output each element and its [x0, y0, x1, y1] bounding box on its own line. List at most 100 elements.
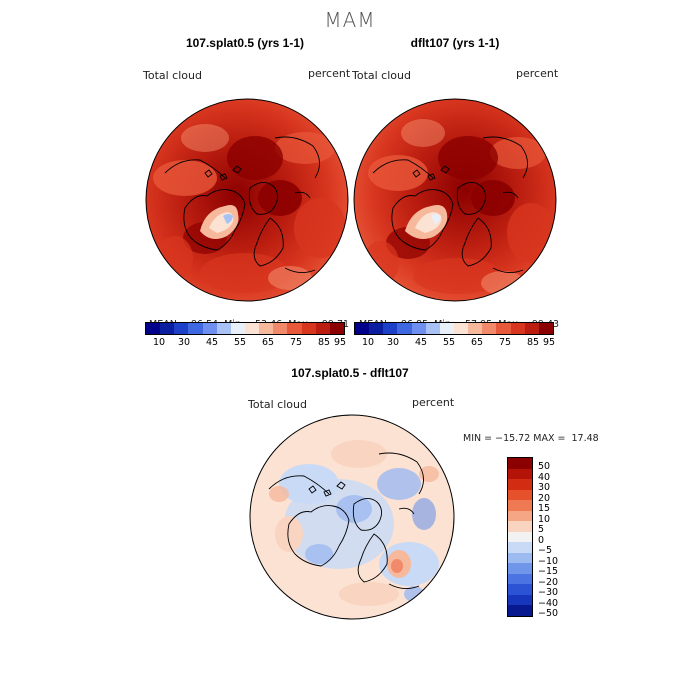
- diff-panel-colorbar-swatch: [508, 531, 532, 542]
- panel-1-colorbar-swatch: [301, 323, 316, 334]
- panel-1-colorbar-swatch: [244, 323, 260, 334]
- panel-2-colorbar-swatch: [425, 323, 440, 334]
- diff-panel-colorbar-swatch: [508, 458, 532, 469]
- diff-panel-colorbar-swatch: [508, 500, 532, 511]
- panel-2-colorbar-swatch: [510, 323, 525, 334]
- diff-panel-colorbar-tick: 20: [538, 492, 551, 504]
- diff-panel-colorbar-swatch: [508, 489, 532, 500]
- panel-1-map-boundary: [145, 98, 349, 302]
- panel-2-tick: 85: [527, 337, 540, 348]
- diff-panel-colorbar-swatch: [508, 563, 532, 574]
- diff-panel-colorbar-tick: −20: [538, 576, 559, 588]
- panel-1-tick: 45: [206, 337, 219, 348]
- panel-1-tick: 30: [178, 337, 191, 348]
- diff-panel-map-boundary: [249, 414, 455, 620]
- panel-2-tick: 95: [543, 337, 556, 348]
- panel-1-colorbar: [145, 322, 345, 335]
- diff-panel-colorbar-labels: 50 40 30 20 15 10 5 0 −5 −10 −15 −20 −30 −40 −50: [538, 457, 559, 618]
- diff-panel-anomaly-fields: [269, 440, 439, 606]
- panel-1-colorbar-swatch: [259, 323, 274, 334]
- diff-panel-colorbar-swatch: [508, 542, 532, 553]
- diff-panel-colorbar-tick: 0: [538, 534, 545, 546]
- panel-2-colorbar-swatch: [538, 323, 553, 334]
- panel-2-greenland-low-cloud: [405, 205, 448, 240]
- diff-panel-colorbar-tick: −30: [538, 587, 559, 598]
- diff-panel-colorbar-tick: 10: [538, 513, 551, 525]
- panel-1-colorbar-swatch: [315, 323, 330, 334]
- panel-1-colorbar-swatch: [160, 323, 175, 334]
- panel-2-coastlines: [372, 136, 528, 273]
- diff-panel-colorbar-swatch: [508, 573, 532, 584]
- panel-2-units-label: percent: [516, 67, 559, 80]
- panel-2-tick: 65: [471, 337, 484, 348]
- panel-2-colorbar-swatch: [482, 323, 497, 334]
- panel-1-map: [145, 98, 349, 302]
- panel-1-units-label: percent: [308, 67, 351, 80]
- panel-2-map: [353, 98, 557, 302]
- panel-1-greenland-low-cloud: [200, 205, 239, 240]
- panel-1-colorbar-swatch: [287, 323, 302, 334]
- panel-2-colorbar-swatch: [411, 323, 426, 334]
- panel-1-tick: 75: [290, 337, 303, 348]
- panel-1-tick: 55: [234, 337, 247, 348]
- panel-1-colorbar-swatch: [216, 323, 231, 334]
- diff-panel-colorbar-swatch: [508, 584, 532, 595]
- diff-panel-colorbar-tick: 40: [538, 471, 551, 483]
- diff-panel-title: 107.splat0.5 - dflt107: [291, 366, 409, 380]
- panel-1-title: 107.splat0.5 (yrs 1-1): [185, 36, 305, 50]
- panel-1-colorbar-swatch: [273, 323, 288, 334]
- page-title: MAM: [324, 8, 376, 32]
- diff-panel-colorbar-tick: −40: [538, 597, 559, 609]
- panel-1-tick: 65: [262, 337, 275, 348]
- diff-panel-coastlines: [268, 452, 424, 589]
- panel-1-colorbar-swatch: [188, 323, 203, 334]
- panel-2-cloud-fields: [363, 119, 555, 295]
- panel-1-colorbar-swatch: [202, 323, 217, 334]
- panel-1-variable-label: Total cloud: [143, 69, 202, 82]
- diff-panel-minmax: MIN = −15.72 MAX = 17.48: [463, 433, 599, 444]
- panel-2-title: dflt107 (yrs 1-1): [410, 36, 500, 50]
- diff-panel-map: [249, 414, 455, 620]
- panel-1-coastlines: [164, 136, 320, 273]
- panel-2-tick: 75: [499, 337, 512, 348]
- diff-panel-colorbar-swatch: [508, 521, 532, 532]
- panel-1-colorbar-swatch: [329, 323, 344, 334]
- panel-2-colorbar-swatch: [439, 323, 454, 334]
- panel-2-colorbar: [354, 322, 554, 335]
- diff-panel-colorbar-tick: −50: [538, 608, 559, 619]
- panel-2-colorbar-swatch: [468, 323, 483, 334]
- panel-2-colorbar-swatch: [383, 323, 398, 334]
- diff-panel-colorbar-tick: 5: [538, 524, 545, 535]
- diff-panel-variable-label: Total cloud: [248, 398, 307, 411]
- diff-panel-units-label: percent: [412, 396, 455, 409]
- panel-2-variable-label: Total cloud: [352, 69, 411, 82]
- diff-panel-colorbar-swatch: [508, 552, 532, 563]
- panel-2-colorbar-swatch: [369, 323, 384, 334]
- diff-panel-colorbar-swatch: [508, 605, 532, 616]
- diff-panel-colorbar-tick: 50: [538, 461, 551, 472]
- panel-1-tick: 95: [334, 337, 347, 348]
- diff-panel-colorbar-swatch: [508, 479, 532, 490]
- diff-panel-colorbar-tick: 30: [538, 482, 551, 493]
- diff-panel-colorbar-swatch: [508, 594, 532, 605]
- diff-panel-colorbar-tick: −10: [538, 555, 559, 567]
- panel-2-colorbar-swatch: [496, 323, 511, 334]
- panel-2-colorbar-swatch: [524, 323, 539, 334]
- panel-2-map-boundary: [353, 98, 557, 302]
- panel-2-tick: 45: [415, 337, 428, 348]
- panel-1-tick: 85: [318, 337, 331, 348]
- diff-panel-colorbar: [507, 457, 533, 617]
- panel-1-colorbar-swatch: [230, 323, 245, 334]
- panel-1-colorbar-swatch: [174, 323, 189, 334]
- diff-panel-colorbar-tick: 15: [538, 503, 551, 514]
- panel-2-tick: 30: [387, 337, 400, 348]
- panel-2-colorbar-swatch: [397, 323, 412, 334]
- panel-1-tick: 10: [153, 337, 166, 348]
- diff-panel-colorbar-swatch: [508, 468, 532, 479]
- diff-panel-colorbar-tick: −5: [538, 545, 553, 556]
- diff-panel-colorbar-tick: −15: [538, 566, 559, 577]
- diff-panel-colorbar-swatch: [508, 510, 532, 521]
- panel-2-colorbar-swatch: [453, 323, 469, 334]
- panel-2-colorbar-swatch: [355, 323, 370, 334]
- panel-2-tick: 55: [443, 337, 456, 348]
